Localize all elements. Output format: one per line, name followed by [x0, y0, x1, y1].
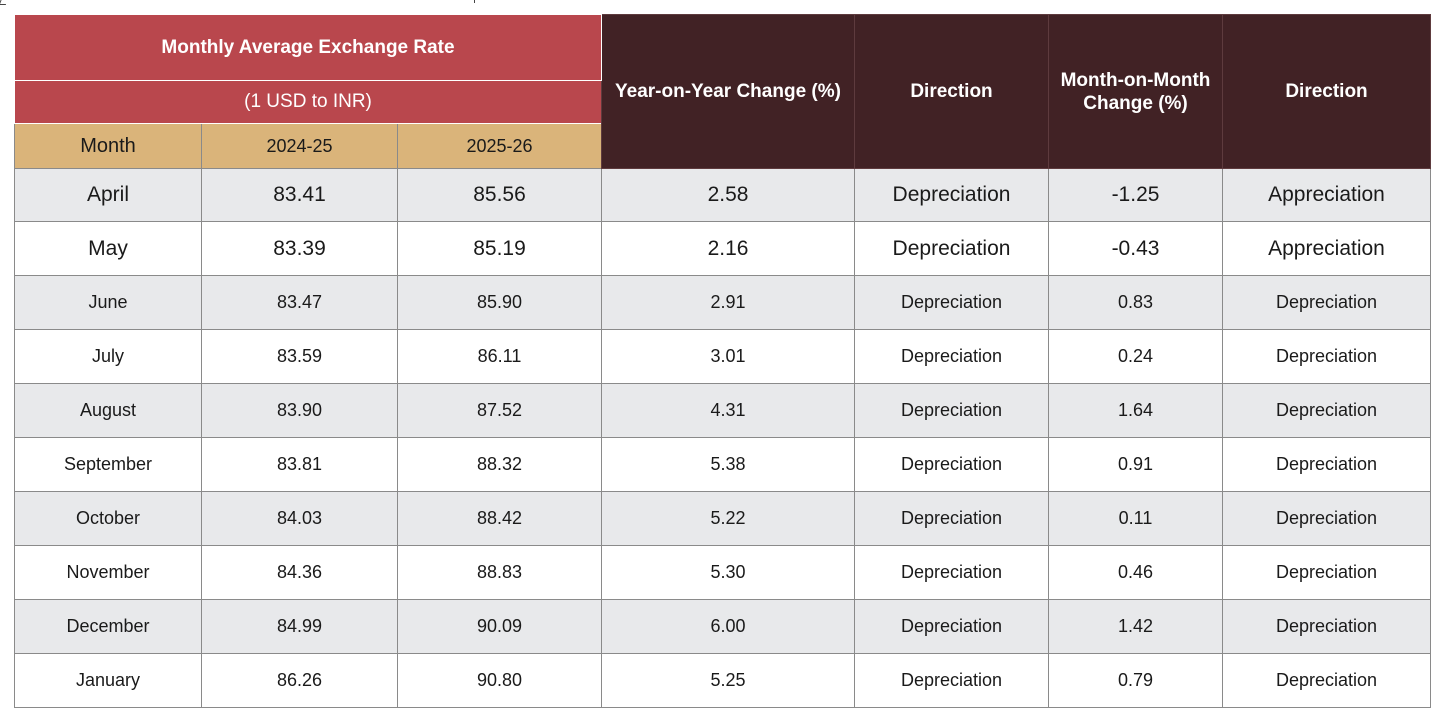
mom-direction-cell: Depreciation	[1222, 599, 1431, 654]
table-row: December 84.99 90.09 6.00 Depreciation 1.42 De…	[14, 599, 1431, 654]
group-subtitle-header: (1 USD to INR)	[14, 80, 602, 124]
mom-direction-cell: Depreciation	[1222, 437, 1431, 492]
yoy-direction-cell: Depreciation	[854, 437, 1049, 492]
mom-change-cell: 0.83	[1048, 275, 1223, 330]
mom-change-cell: 0.91	[1048, 437, 1223, 492]
group-title-header: Monthly Average Exchange Rate	[14, 14, 602, 81]
yoy-change-header: Year-on-Year Change (%)	[601, 14, 855, 169]
mom-change-cell: -1.25	[1048, 168, 1223, 222]
month-cell: December	[14, 599, 202, 654]
yoy-change-cell: 5.25	[601, 653, 855, 708]
month-cell: June	[14, 275, 202, 330]
month-column-header: Month	[14, 123, 202, 169]
caption-fragment-left	[0, 0, 9, 5]
rate-2024-25-cell: 84.36	[201, 545, 398, 600]
rate-2025-26-cell: 85.56	[397, 168, 602, 222]
mom-change-cell: 0.11	[1048, 491, 1223, 546]
rate-2025-26-cell: 90.80	[397, 653, 602, 708]
yoy-change-cell: 6.00	[601, 599, 855, 654]
yoy-direction-cell: Depreciation	[854, 168, 1049, 222]
table-row: November 84.36 88.83 5.30 Depreciation 0.46 De…	[14, 545, 1431, 600]
table-header: Monthly Average Exchange Rate Year-on-Ye…	[14, 14, 1431, 169]
yoy-change-cell: 2.91	[601, 275, 855, 330]
month-cell: January	[14, 653, 202, 708]
rate-2024-25-cell: 83.47	[201, 275, 398, 330]
yoy-change-cell: 5.38	[601, 437, 855, 492]
cropped-caption-strip	[0, 0, 1443, 12]
rate-2024-25-cell: 83.59	[201, 329, 398, 384]
yoy-change-cell: 2.16	[601, 221, 855, 276]
year-2025-26-column-header: 2025-26	[397, 123, 602, 169]
rate-2024-25-cell: 83.81	[201, 437, 398, 492]
exchange-rate-table: Monthly Average Exchange Rate Year-on-Ye…	[14, 14, 1431, 708]
mom-direction-cell: Appreciation	[1222, 168, 1431, 222]
yoy-direction-cell: Depreciation	[854, 599, 1049, 654]
mom-change-cell: 1.64	[1048, 383, 1223, 438]
yoy-direction-cell: Depreciation	[854, 653, 1049, 708]
mom-direction-cell: Depreciation	[1222, 545, 1431, 600]
table-body: April 83.41 85.56 2.58 Depreciation -1.25 Appr…	[14, 168, 1431, 708]
rate-2025-26-cell: 85.90	[397, 275, 602, 330]
month-cell: May	[14, 221, 202, 276]
month-cell: July	[14, 329, 202, 384]
month-cell: September	[14, 437, 202, 492]
yoy-direction-cell: Depreciation	[854, 221, 1049, 276]
yoy-change-cell: 3.01	[601, 329, 855, 384]
mom-direction-header: Direction	[1222, 14, 1431, 169]
yoy-direction-cell: Depreciation	[854, 383, 1049, 438]
mom-direction-cell: Depreciation	[1222, 491, 1431, 546]
mom-change-header: Month-on-Month Change (%)	[1048, 14, 1223, 169]
month-cell: November	[14, 545, 202, 600]
mom-direction-cell: Depreciation	[1222, 383, 1431, 438]
rate-2024-25-cell: 83.41	[201, 168, 398, 222]
mom-direction-cell: Appreciation	[1222, 221, 1431, 276]
yoy-direction-cell: Depreciation	[854, 491, 1049, 546]
rate-2024-25-cell: 84.99	[201, 599, 398, 654]
table-row: June 83.47 85.90 2.91 Depreciation 0.83 Deprec…	[14, 275, 1431, 330]
caption-fragment-right	[470, 0, 475, 3]
yoy-change-cell: 5.30	[601, 545, 855, 600]
mom-change-cell: 1.42	[1048, 599, 1223, 654]
year-2024-25-column-header: 2024-25	[201, 123, 398, 169]
mom-direction-cell: Depreciation	[1222, 653, 1431, 708]
month-cell: October	[14, 491, 202, 546]
mom-change-cell: 0.79	[1048, 653, 1223, 708]
yoy-direction-cell: Depreciation	[854, 545, 1049, 600]
mom-direction-cell: Depreciation	[1222, 275, 1431, 330]
rate-2024-25-cell: 84.03	[201, 491, 398, 546]
mom-change-cell: 0.46	[1048, 545, 1223, 600]
yoy-direction-header: Direction	[854, 14, 1049, 169]
mom-change-cell: -0.43	[1048, 221, 1223, 276]
table-row: July 83.59 86.11 3.01 Depreciation 0.24 Deprec…	[14, 329, 1431, 384]
rate-2025-26-cell: 87.52	[397, 383, 602, 438]
yoy-direction-cell: Depreciation	[854, 275, 1049, 330]
table-row: April 83.41 85.56 2.58 Depreciation -1.25 Appr…	[14, 168, 1431, 222]
yoy-change-cell: 5.22	[601, 491, 855, 546]
yoy-change-cell: 2.58	[601, 168, 855, 222]
yoy-change-cell: 4.31	[601, 383, 855, 438]
rate-2024-25-cell: 86.26	[201, 653, 398, 708]
month-cell: August	[14, 383, 202, 438]
rate-2025-26-cell: 88.42	[397, 491, 602, 546]
table-row: October 84.03 88.42 5.22 Depreciation 0.11 Dep…	[14, 491, 1431, 546]
rate-2024-25-cell: 83.39	[201, 221, 398, 276]
table-row: September 83.81 88.32 5.38 Depreciation 0.91 D…	[14, 437, 1431, 492]
mom-change-cell: 0.24	[1048, 329, 1223, 384]
table-row: August 83.90 87.52 4.31 Depreciation 1.64 Depr…	[14, 383, 1431, 438]
rate-2025-26-cell: 88.32	[397, 437, 602, 492]
month-cell: April	[14, 168, 202, 222]
rate-2024-25-cell: 83.90	[201, 383, 398, 438]
yoy-direction-cell: Depreciation	[854, 329, 1049, 384]
rate-2025-26-cell: 90.09	[397, 599, 602, 654]
rate-2025-26-cell: 85.19	[397, 221, 602, 276]
mom-direction-cell: Depreciation	[1222, 329, 1431, 384]
table-row: January 86.26 90.80 5.25 Depreciation 0.79 Dep…	[14, 653, 1431, 708]
table-row: May 83.39 85.19 2.16 Depreciation -0.43 Apprec…	[14, 221, 1431, 276]
rate-2025-26-cell: 88.83	[397, 545, 602, 600]
rate-2025-26-cell: 86.11	[397, 329, 602, 384]
